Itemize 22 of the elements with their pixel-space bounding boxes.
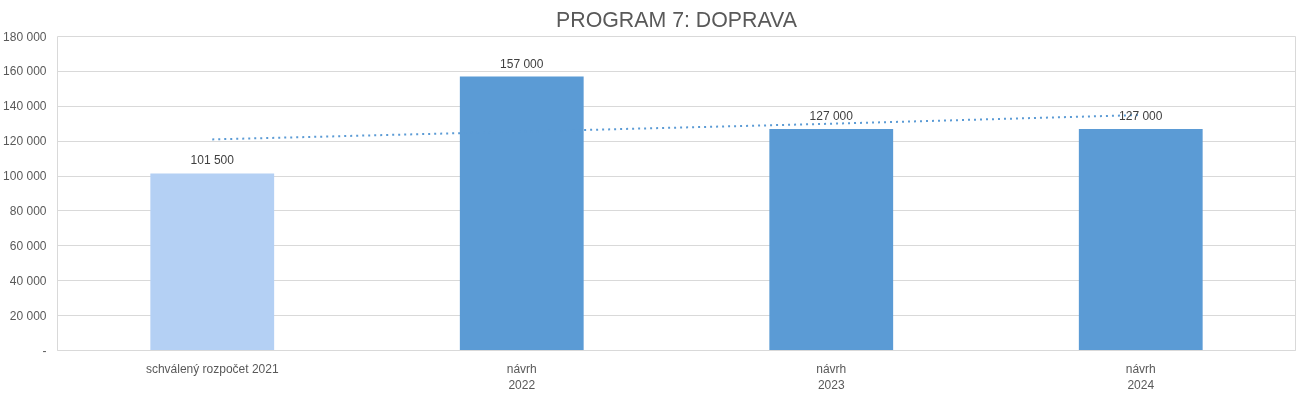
data-label: 127 000 [1119,108,1163,123]
bar [1078,128,1203,351]
y-tick-label: 100 000 [3,169,47,184]
y-tick-label: 80 000 [9,203,47,218]
y-tick-label: 180 000 [3,29,47,44]
y-tick-label: 160 000 [3,64,47,79]
y-tick-label: 40 000 [9,273,47,288]
data-label: 157 000 [500,56,544,71]
bar [150,173,275,351]
y-tick-label: 120 000 [3,134,47,149]
bar [769,128,894,351]
x-tick-label: návrh 2022 [506,361,537,393]
y-tick-label: 60 000 [9,238,47,253]
x-tick-label: schválený rozpočet 2021 [145,361,279,376]
y-tick-label: - [42,343,47,358]
y-tick-label: 20 000 [9,308,47,323]
x-tick-label: návrh 2023 [816,361,847,393]
chart-title: PROGRAM 7: DOPRAVA [556,7,798,32]
data-label: 127 000 [809,108,854,123]
data-label: 101 500 [190,153,235,168]
x-tick-label: návrh 2024 [1125,361,1156,393]
y-tick-label: 140 000 [3,99,47,114]
